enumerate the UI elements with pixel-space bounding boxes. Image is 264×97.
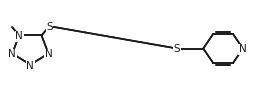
Text: N: N [239, 45, 247, 55]
Text: S: S [173, 45, 180, 55]
Text: N: N [45, 49, 52, 59]
Text: N: N [26, 61, 34, 71]
Text: N: N [26, 61, 34, 71]
Text: S: S [46, 22, 53, 32]
Text: N: N [15, 31, 23, 41]
Text: S: S [46, 22, 53, 32]
Text: N: N [15, 31, 23, 41]
Text: N: N [8, 49, 16, 59]
Text: N: N [45, 49, 52, 59]
Text: N: N [239, 45, 247, 55]
Text: S: S [173, 45, 180, 55]
Text: N: N [8, 49, 16, 59]
